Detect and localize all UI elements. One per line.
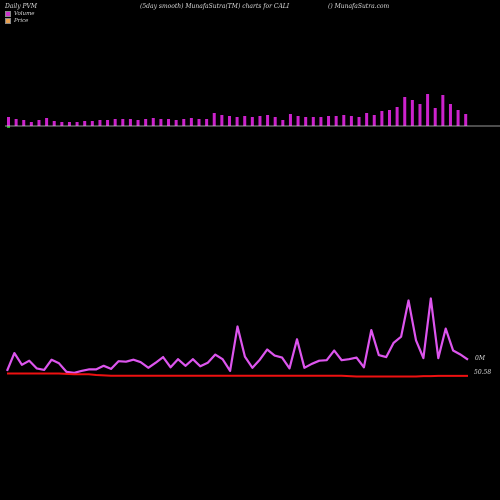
price-end-label: 50.58	[474, 369, 492, 376]
volume-bar	[235, 117, 239, 126]
site-credit: () MunafaSutra.com	[328, 3, 390, 10]
volume-bar	[288, 114, 292, 126]
volume-bar	[182, 119, 186, 126]
legend-price: Price	[5, 18, 28, 24]
volume-bar	[311, 117, 315, 126]
volume-bar	[220, 115, 224, 126]
volume-bar	[304, 117, 308, 126]
legend-price-label: Price	[14, 18, 29, 24]
legend-volume: Volume	[5, 11, 35, 17]
volume-bar	[433, 108, 437, 126]
volume-bar	[151, 118, 155, 126]
volume-bar	[98, 120, 102, 126]
volume-bar	[212, 113, 216, 126]
volume-bar	[258, 116, 262, 126]
volume-bar	[319, 117, 323, 126]
volume-bar	[448, 104, 452, 126]
volume-bar	[67, 122, 71, 126]
legend-price-swatch	[5, 18, 11, 24]
volume-bar	[128, 119, 132, 126]
volume-bar	[266, 115, 270, 126]
volume-bar	[144, 119, 148, 126]
volume-bar	[395, 107, 399, 126]
volume-bar	[418, 104, 422, 126]
volume-bar	[464, 114, 468, 126]
volume-bar	[90, 121, 94, 126]
volume-bar	[342, 115, 346, 126]
volume-bar	[327, 116, 331, 126]
volume-bar	[410, 100, 414, 126]
price-line	[7, 372, 468, 378]
volume-bar	[159, 119, 163, 126]
legend-volume-label: Volume	[14, 11, 35, 17]
volume-bar	[273, 117, 277, 126]
volume-bar	[243, 116, 247, 126]
volume-bar	[281, 120, 285, 126]
volume-bar	[22, 120, 26, 126]
volume-bar	[250, 117, 254, 126]
volume-bar	[197, 119, 201, 126]
volume-bar	[174, 120, 178, 126]
volume-bar	[334, 116, 338, 126]
chart-title: (5day smooth) MunafaSutra(TM) charts for…	[140, 3, 290, 10]
volume-bar	[45, 118, 49, 126]
volume-bar	[388, 110, 391, 126]
volume-bar	[426, 94, 430, 126]
volume-bar	[106, 120, 110, 126]
volume-bar	[357, 117, 361, 126]
volume-bar	[349, 116, 353, 126]
volume-bar	[403, 97, 407, 126]
legend-volume-swatch	[5, 11, 11, 17]
volume-bar	[60, 122, 64, 126]
volume-bar	[456, 110, 460, 126]
volume-bar	[113, 119, 117, 126]
volume-bar	[167, 119, 171, 126]
volume-bar-negative	[7, 126, 10, 128]
volume-bar	[227, 116, 231, 126]
volume-bar	[75, 122, 79, 126]
chart-type-label: Daily PVM	[5, 3, 38, 10]
volume-bar	[29, 122, 33, 126]
volume-bar	[7, 117, 10, 126]
volume-end-label: 0M	[475, 355, 485, 362]
volume-bar	[372, 115, 376, 126]
volume-bar	[121, 119, 125, 126]
pvm-line	[5, 297, 469, 374]
volume-bar	[37, 120, 41, 126]
volume-bar	[14, 119, 18, 126]
volume-bar	[136, 120, 140, 126]
volume-bar	[380, 111, 384, 126]
volume-bar	[365, 113, 369, 126]
volume-bar	[52, 121, 56, 126]
volume-bar	[296, 116, 300, 126]
volume-bar	[441, 95, 445, 126]
volume-bar	[83, 121, 87, 126]
volume-bar	[189, 118, 193, 126]
volume-bar	[205, 119, 209, 126]
